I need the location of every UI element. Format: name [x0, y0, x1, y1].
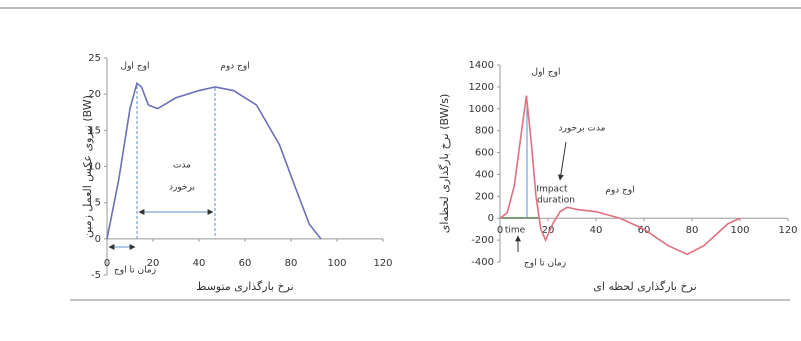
- x-tick-label: 100: [730, 225, 749, 236]
- x-tick-label: 0: [497, 225, 503, 236]
- y-tick-label: 15: [88, 125, 101, 136]
- y-tick-label: -400: [471, 257, 494, 268]
- y-tick-label: 10: [88, 162, 101, 173]
- y-tick-label: -5: [91, 270, 101, 281]
- annotation: مدت: [173, 161, 191, 171]
- x-tick-label: 0: [104, 258, 110, 269]
- x-tick-label: 60: [638, 225, 651, 236]
- annotation: Impact: [536, 185, 568, 195]
- x-axis-label: نرخ بارگذاری متوسط: [196, 280, 294, 293]
- x-tick-label: 40: [193, 258, 206, 269]
- annotation: اوج دوم: [605, 186, 634, 196]
- data-line: [106, 81, 322, 240]
- annotation: زمان تا اوج: [524, 259, 566, 269]
- y-axis-label: نیروی عکس العمل زمین (BW): [81, 95, 94, 238]
- y-tick-label: 400: [475, 169, 494, 180]
- y-axis-label: نرخ بارگذاری لحظه‌ای (BW/s): [438, 94, 451, 234]
- x-tick-label: 60: [239, 258, 252, 269]
- y-tick-label: 600: [475, 148, 494, 159]
- y-tick-label: 0: [488, 213, 494, 224]
- annotation: مدت برخورد: [559, 124, 606, 134]
- annotation: اوج دوم: [220, 62, 249, 72]
- annotation: duration: [537, 196, 575, 206]
- x-axis-label: نرخ بارگذاری لحظه ای: [593, 280, 696, 293]
- y-tick-label: 5: [95, 198, 101, 209]
- y-tick-label: 0: [95, 234, 101, 245]
- y-tick-label: 800: [475, 126, 494, 137]
- y-tick-label: 20: [88, 89, 101, 100]
- y-tick-label: 25: [88, 53, 101, 64]
- x-tick-label: 40: [590, 225, 603, 236]
- y-tick-label: 200: [475, 191, 494, 202]
- x-tick-label: 100: [327, 258, 346, 269]
- annotation: اوج اول: [532, 68, 561, 78]
- annotation: زمان تا اوج: [114, 266, 156, 276]
- x-tick-label: 120: [778, 225, 797, 236]
- x-tick-label: 80: [285, 258, 298, 269]
- y-tick-label: 1400: [469, 60, 494, 71]
- y-tick-label: 1000: [469, 104, 494, 115]
- y-tick-label: 1200: [469, 82, 494, 93]
- x-tick-label: 20: [542, 225, 555, 236]
- y-tick-label: -200: [471, 235, 494, 246]
- annotation: time: [505, 226, 526, 236]
- x-tick-label: 80: [686, 225, 699, 236]
- decoration: [108, 86, 567, 252]
- x-tick-label: 20: [147, 258, 160, 269]
- annotation: برخورد: [169, 183, 195, 193]
- x-tick-label: 120: [373, 258, 392, 269]
- annotation: اوج اول: [121, 62, 150, 72]
- data-line: [499, 95, 741, 256]
